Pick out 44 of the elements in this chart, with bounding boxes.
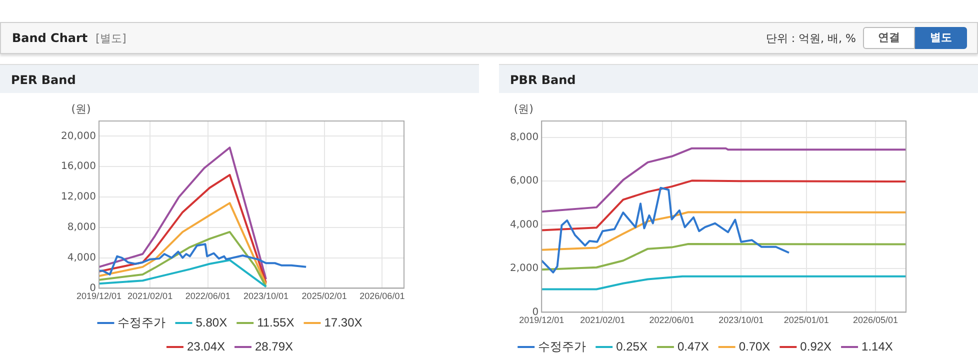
legend-label: 17.30X — [324, 315, 362, 330]
y-tick-label: 0 — [532, 306, 539, 318]
text: [별도] — [96, 30, 126, 46]
y-axis-title: (원) — [71, 102, 91, 116]
legend-label: 수정주가 — [538, 339, 586, 354]
legend-label: 수정주가 — [118, 315, 166, 330]
y-tick-label: 6,000 — [510, 176, 539, 187]
x-tick-label: 2019/12/01 — [76, 291, 122, 302]
y-tick-label: 4,000 — [510, 219, 539, 230]
legend-label: 0.70X — [738, 339, 770, 354]
legend-label: 0.92X — [800, 339, 832, 354]
text: Band Chart — [12, 31, 88, 45]
x-tick-label: 2023/10/01 — [243, 291, 289, 302]
y-tick-label: 20,000 — [60, 130, 96, 142]
x-tick-label: 2022/06/01 — [185, 291, 230, 302]
y-tick-label: 16,000 — [60, 161, 96, 172]
x-tick-label: 2025/01/01 — [784, 315, 829, 326]
legend-label: 5.80X — [196, 315, 228, 330]
legend-label: 0.47X — [677, 339, 709, 354]
x-tick-label: 2021/02/01 — [580, 315, 626, 326]
x-tick-label: 2022/06/01 — [649, 315, 694, 326]
x-tick-label: 2021/02/01 — [128, 291, 173, 302]
text: 별도 — [915, 27, 967, 49]
y-axis-title: (원) — [514, 102, 534, 116]
text: 단위 : 억원, 배, % — [766, 30, 856, 46]
legend-label: 28.79X — [255, 339, 294, 354]
y-tick-label: 8,000 — [510, 132, 539, 143]
y-tick-label: 0 — [90, 282, 96, 294]
legend-label: 23.04X — [186, 339, 226, 354]
legend-label: 0.25X — [616, 339, 648, 354]
x-tick-label: 2026/05/01 — [852, 315, 898, 326]
x-tick-label: 2019/12/01 — [519, 315, 564, 326]
chart-title: PBR Band — [499, 65, 978, 93]
y-tick-label: 4,000 — [67, 252, 96, 264]
x-tick-label: 2026/06/01 — [360, 291, 405, 302]
chart-title: PER Band — [0, 65, 479, 93]
x-tick-label: 2025/02/01 — [302, 291, 347, 302]
legend-label: 11.55X — [257, 315, 294, 330]
y-tick-label: 8,000 — [67, 222, 96, 233]
y-tick-label: 12,000 — [60, 192, 96, 203]
x-tick-label: 2023/10/01 — [718, 315, 764, 326]
text: 연결 — [863, 27, 915, 49]
legend-label: 1.14X — [862, 339, 893, 354]
y-tick-label: 2,000 — [510, 263, 539, 274]
